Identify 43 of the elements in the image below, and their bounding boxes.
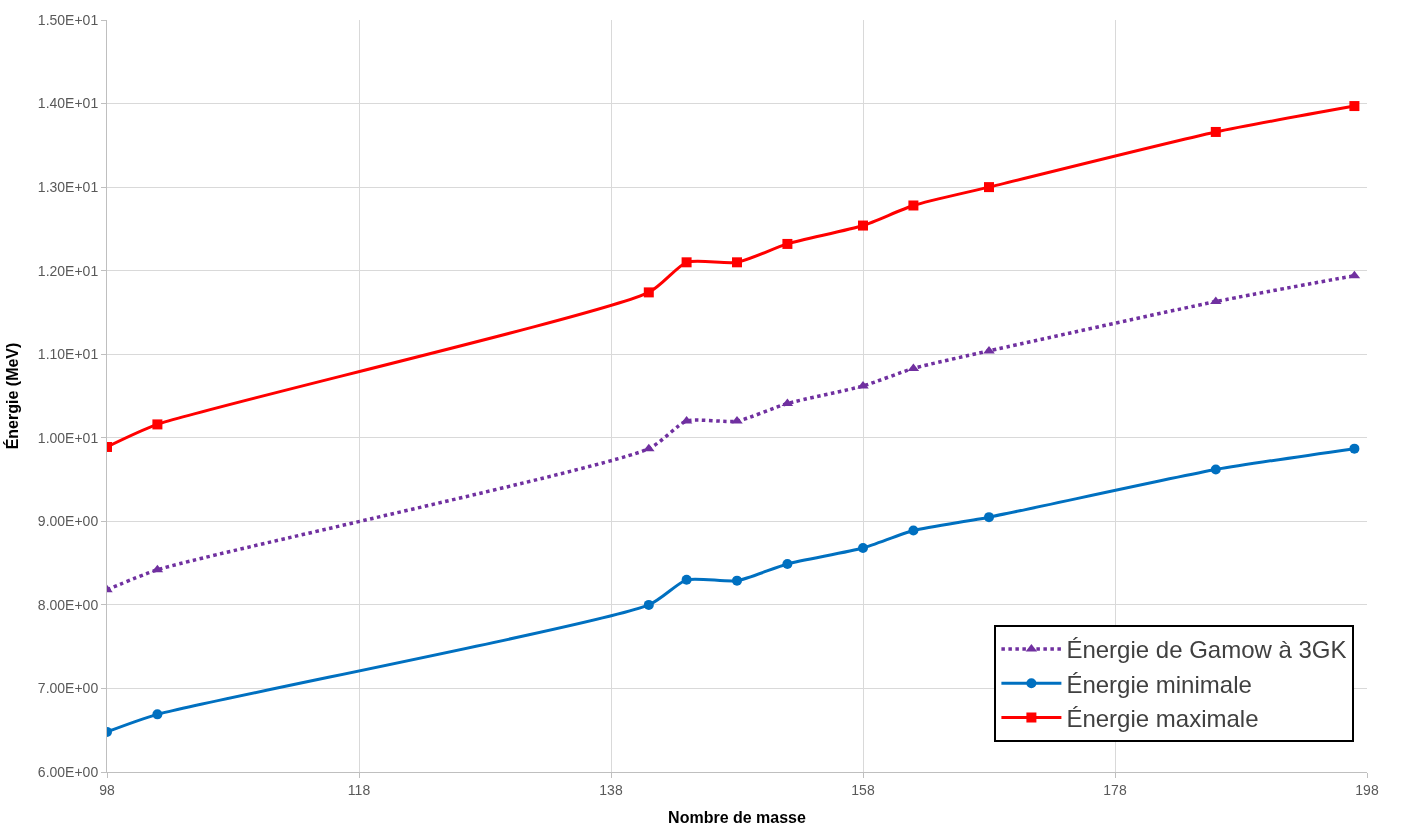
- point: [858, 220, 868, 231]
- point: [643, 599, 654, 610]
- point: [681, 574, 692, 585]
- y-tick-label: 7.00E+00: [37, 680, 99, 697]
- y-tick-label: 9.00E+00: [37, 513, 99, 530]
- point: [908, 525, 919, 536]
- point: [984, 512, 994, 523]
- x-axis-title: Nombre de masse: [668, 809, 807, 827]
- x-tick-label: 98: [99, 781, 115, 798]
- point: [732, 257, 742, 268]
- y-tick-label: 8.00E+00: [37, 596, 99, 613]
- y-tick-label: 1.10E+01: [37, 346, 99, 363]
- legend-label: Énergie de Gamow à 3GK: [1066, 636, 1347, 664]
- y-tick-label: 6.00E+00: [37, 763, 99, 780]
- point: [782, 558, 793, 569]
- point: [643, 287, 654, 298]
- x-tick-label: 138: [599, 781, 623, 798]
- y-tick-label: 1.40E+01: [37, 95, 99, 112]
- x-tick-label: 198: [1355, 781, 1379, 798]
- y-tick-label: 1.30E+01: [37, 179, 99, 196]
- point: [908, 200, 919, 211]
- point: [858, 543, 868, 554]
- point: [1210, 296, 1222, 305]
- point: [1349, 101, 1360, 112]
- point: [1210, 464, 1221, 475]
- point: [1349, 443, 1360, 454]
- point: [152, 419, 163, 430]
- y-tick-label: 1.20E+01: [37, 262, 99, 279]
- point: [643, 443, 655, 452]
- x-tick-label: 178: [1103, 781, 1127, 798]
- legend-label: Énergie maximale: [1066, 704, 1259, 732]
- x-tick-label: 158: [851, 781, 875, 798]
- point: [984, 182, 994, 193]
- point: [782, 238, 793, 249]
- legend-label: Énergie minimale: [1066, 670, 1252, 698]
- y-axis-title: Énergie (MeV): [2, 342, 21, 450]
- y-tick-label: 1.50E+01: [37, 11, 99, 28]
- point: [152, 709, 163, 720]
- x-tick-label: 118: [347, 781, 371, 798]
- y-tick-label: 1.00E+01: [37, 429, 99, 446]
- point: [681, 257, 692, 268]
- point: [732, 575, 742, 586]
- point: [1210, 126, 1221, 137]
